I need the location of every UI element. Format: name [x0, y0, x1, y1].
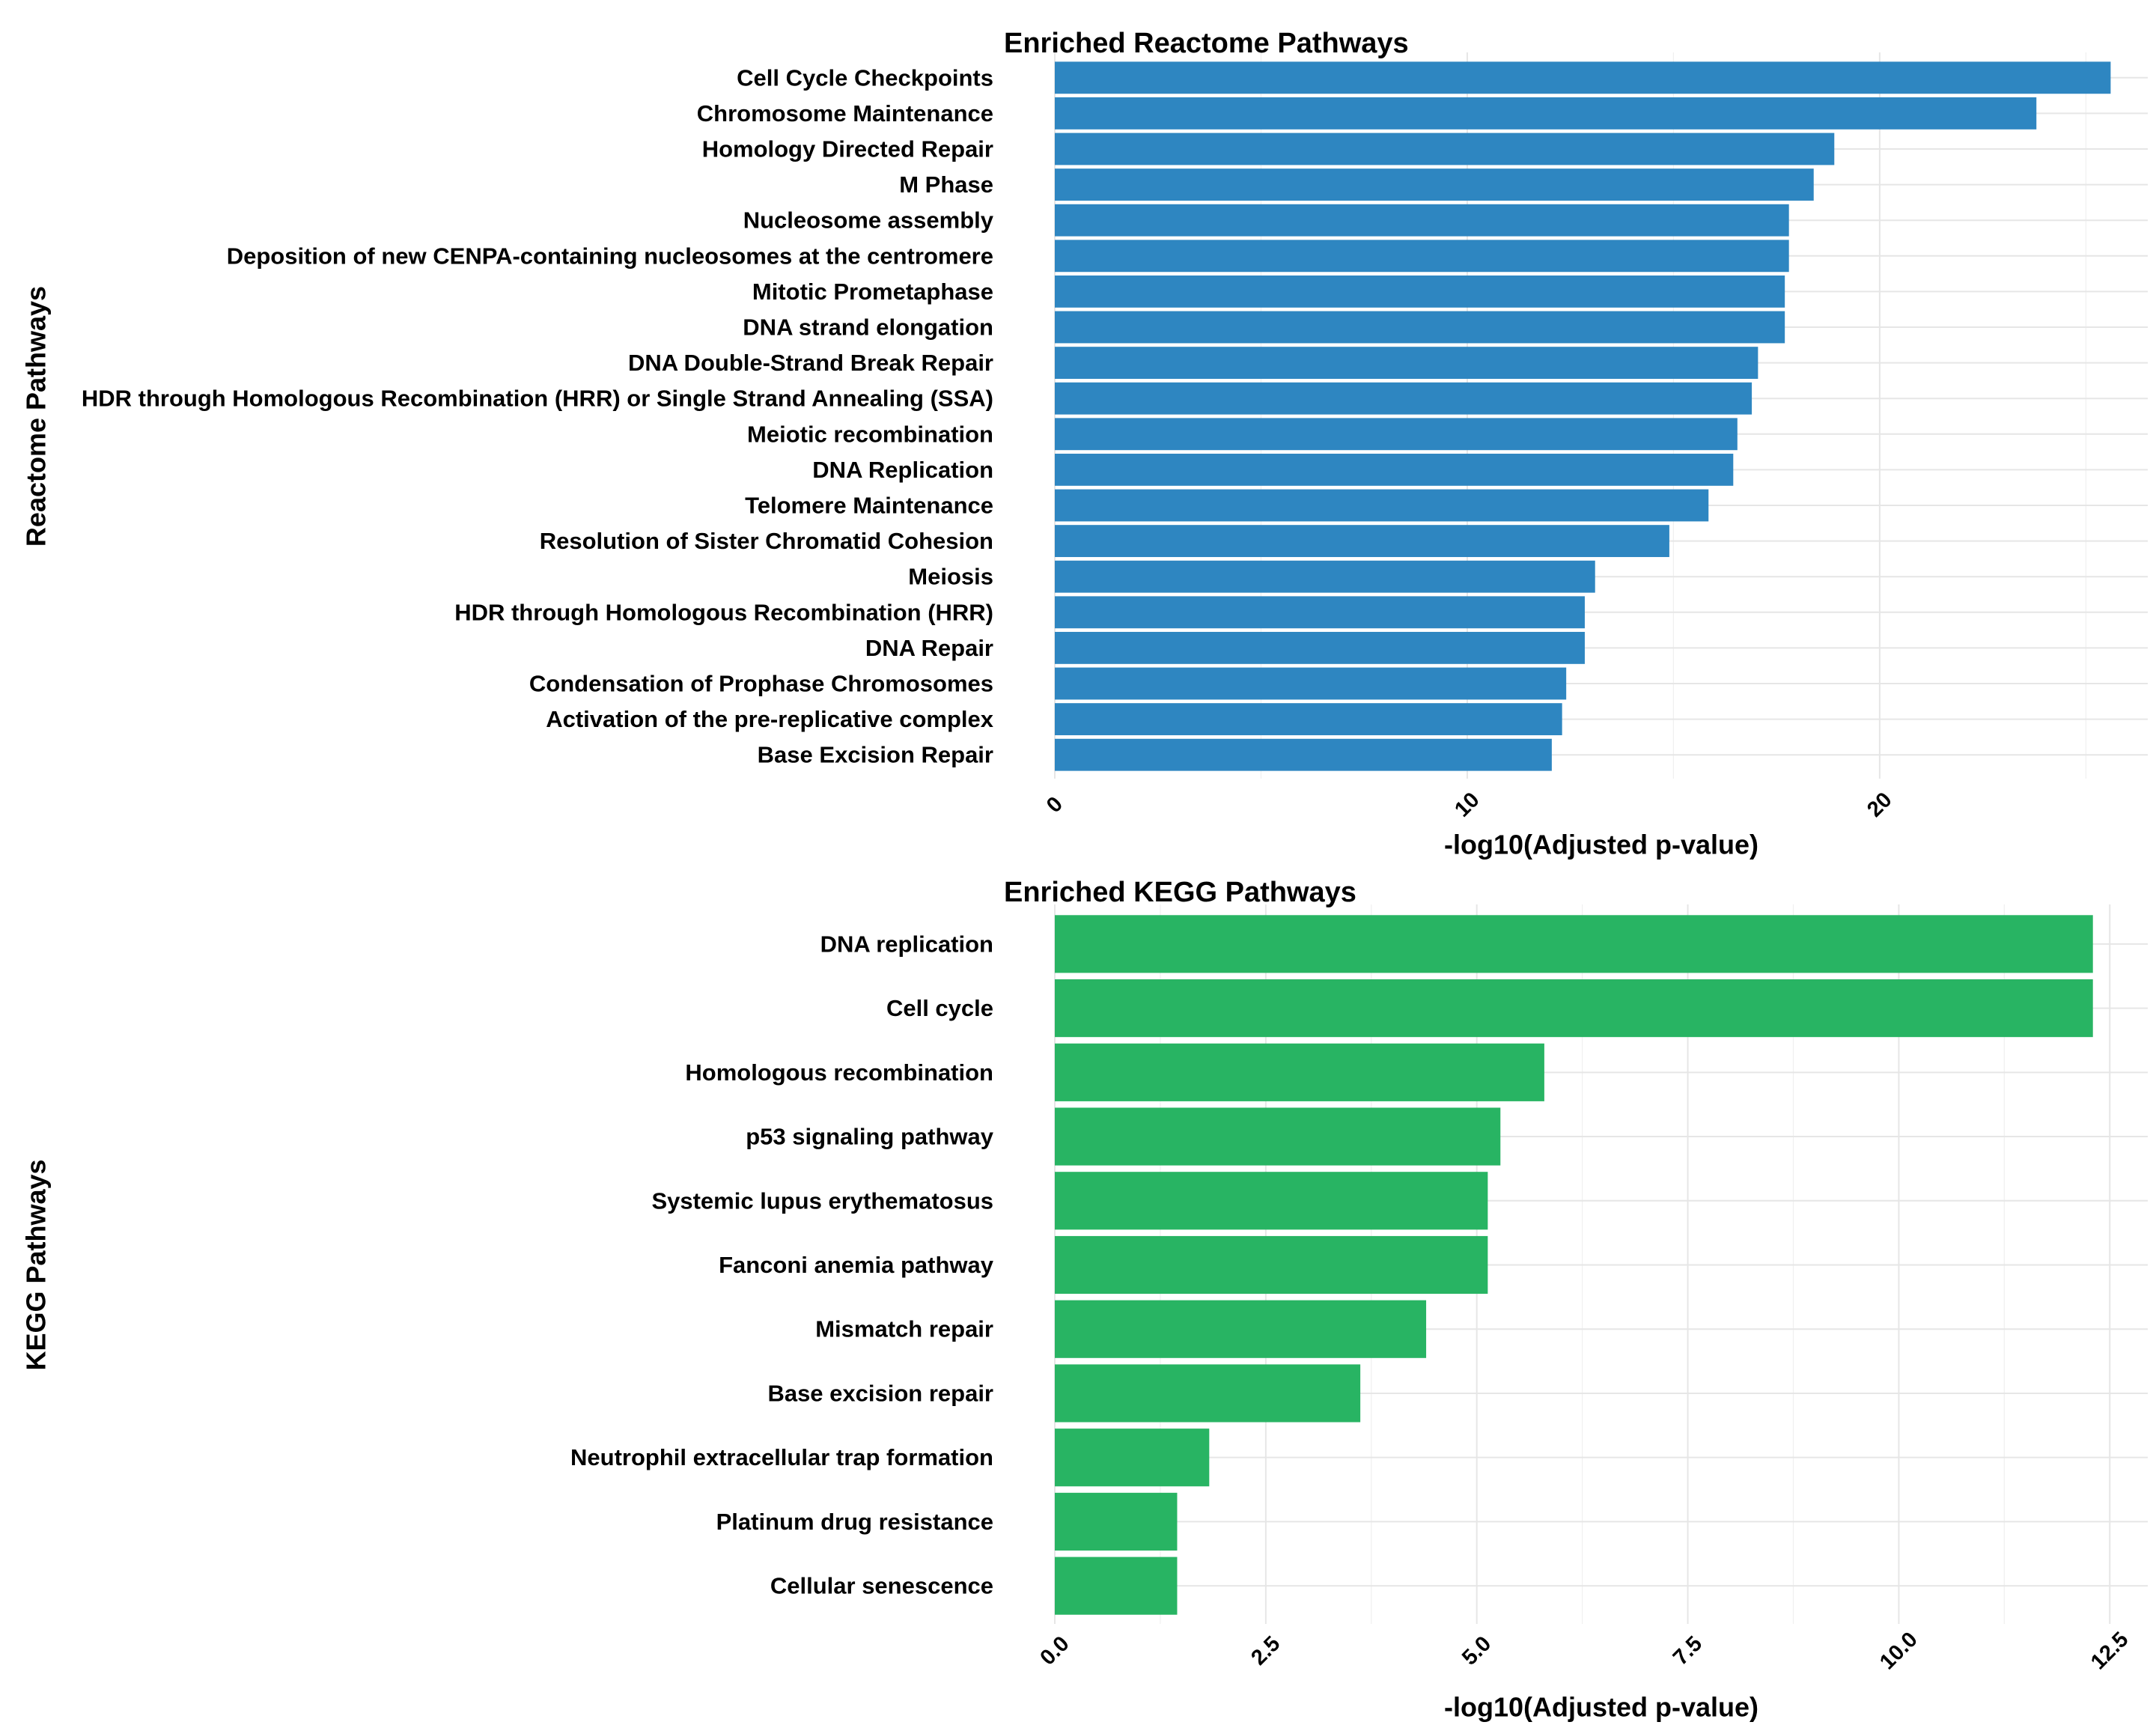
kegg-panel: DNA replication Cell cycle Homologous reco…: [21, 877, 2148, 1723]
kegg-category-labels: DNA replication Cell cycle Homologous reco…: [570, 931, 994, 1598]
kegg-x-tick-label: 5.0: [1458, 1631, 1496, 1670]
kegg-x-axis-title: -log10(Adjusted p-value): [1444, 1692, 1758, 1723]
kegg-category-label: Base excision repair: [767, 1380, 993, 1406]
kegg-category-label: p53 signaling pathway: [746, 1124, 993, 1150]
reactome-category-label: DNA Repair: [865, 635, 993, 661]
reactome-category-labels: Cell Cycle Checkpoints Chromosome Mainten…: [82, 64, 994, 767]
reactome-x-axis-title: -log10(Adjusted p-value): [1444, 830, 1758, 860]
reactome-bar: [1055, 133, 1835, 165]
kegg-bar: [1055, 1172, 1488, 1230]
reactome-bar: [1055, 631, 1585, 664]
reactome-bar: [1055, 418, 1738, 451]
kegg-category-label: Cell cycle: [886, 995, 993, 1021]
reactome-bar: [1055, 560, 1595, 593]
kegg-x-tick-labels: 0.0 2.5 5.0 7.5 10.0 12.5: [1035, 1628, 2133, 1675]
reactome-bar: [1055, 489, 1709, 522]
kegg-x-tick-label: 0.0: [1035, 1631, 1074, 1670]
kegg-bar: [1055, 1429, 1210, 1487]
reactome-bar: [1055, 382, 1752, 415]
reactome-category-label: Base Excision Repair: [758, 742, 993, 768]
reactome-y-axis-title: Reactome Pathways: [21, 286, 52, 547]
kegg-bar: [1055, 1043, 1544, 1101]
kegg-bar: [1055, 915, 2093, 973]
reactome-category-label: Activation of the pre-replicative comple…: [546, 706, 994, 732]
reactome-category-label: Resolution of Sister Chromatid Cohesion: [540, 528, 993, 554]
kegg-bar: [1055, 1300, 1427, 1358]
reactome-category-label: Nucleosome assembly: [743, 207, 994, 234]
kegg-y-axis-title: KEGG Pathways: [21, 1159, 52, 1370]
reactome-bar: [1055, 703, 1562, 736]
reactome-category-label: Homology Directed Repair: [702, 136, 993, 162]
reactome-bars: [1055, 61, 2111, 771]
kegg-bar: [1055, 1492, 1178, 1551]
kegg-bars: [1055, 915, 2093, 1615]
reactome-category-label: M Phase: [899, 171, 993, 198]
reactome-category-label: DNA Replication: [812, 457, 993, 483]
reactome-bar: [1055, 240, 1789, 273]
kegg-category-label: Fanconi anemia pathway: [719, 1252, 994, 1278]
reactome-bar: [1055, 311, 1785, 344]
reactome-category-label: HDR through Homologous Recombination (HR…: [82, 386, 993, 412]
reactome-category-label: Meiotic recombination: [747, 421, 993, 447]
reactome-category-label: DNA Double-Strand Break Repair: [628, 350, 993, 376]
reactome-category-label: HDR through Homologous Recombination (HR…: [454, 599, 993, 625]
reactome-bar: [1055, 347, 1758, 380]
kegg-x-tick-label: 12.5: [2086, 1628, 2134, 1675]
kegg-x-tick-label: 10.0: [1875, 1628, 1922, 1675]
reactome-category-label: Meiosis: [908, 564, 993, 590]
reactome-category-label: DNA strand elongation: [743, 314, 993, 341]
reactome-bar: [1055, 275, 1785, 308]
reactome-category-label: Condensation of Prophase Chromosomes: [529, 671, 993, 697]
reactome-category-label: Chromosome Maintenance: [697, 100, 993, 127]
kegg-x-tick-label: 2.5: [1246, 1631, 1285, 1670]
reactome-bar: [1055, 61, 2111, 94]
reactome-x-tick-label: 0: [1042, 792, 1068, 818]
kegg-bar: [1055, 979, 2093, 1038]
reactome-bar: [1055, 525, 1669, 558]
kegg-category-label: Homologous recombination: [685, 1059, 993, 1086]
kegg-bar: [1055, 1107, 1501, 1166]
reactome-x-tick-labels: 0 10 20: [1042, 788, 1897, 821]
reactome-category-label: Telomere Maintenance: [745, 493, 993, 519]
reactome-category-label: Mitotic Prometaphase: [752, 279, 993, 305]
reactome-bar: [1055, 596, 1585, 629]
reactome-category-label: Cell Cycle Checkpoints: [737, 64, 993, 91]
reactome-x-tick-label: 20: [1863, 788, 1896, 821]
kegg-bar: [1055, 1557, 1178, 1615]
reactome-bar: [1055, 168, 1814, 201]
reactome-chart-title: Enriched Reactome Pathways: [1004, 28, 1409, 59]
kegg-x-tick-label: 7.5: [1669, 1631, 1707, 1670]
reactome-bar: [1055, 97, 2037, 130]
reactome-category-label: Deposition of new CENPA-containing nucle…: [227, 243, 993, 269]
kegg-category-label: Platinum drug resistance: [716, 1509, 993, 1535]
reactome-bar: [1055, 667, 1567, 700]
kegg-category-label: Neutrophil extracellular trap formation: [570, 1444, 993, 1470]
kegg-chart-title: Enriched KEGG Pathways: [1004, 877, 1356, 908]
reactome-bar: [1055, 453, 1734, 486]
kegg-category-label: Mismatch repair: [815, 1316, 993, 1342]
kegg-category-label: Systemic lupus erythematosus: [651, 1187, 993, 1214]
kegg-bar: [1055, 1235, 1488, 1294]
kegg-category-label: Cellular senescence: [770, 1573, 993, 1599]
reactome-panel: Cell Cycle Checkpoints Chromosome Mainten…: [21, 28, 2148, 860]
reactome-x-tick-label: 10: [1450, 788, 1484, 821]
kegg-bar: [1055, 1364, 1361, 1423]
reactome-bar: [1055, 738, 1552, 771]
kegg-category-label: DNA replication: [820, 931, 993, 957]
reactome-bar: [1055, 204, 1789, 237]
